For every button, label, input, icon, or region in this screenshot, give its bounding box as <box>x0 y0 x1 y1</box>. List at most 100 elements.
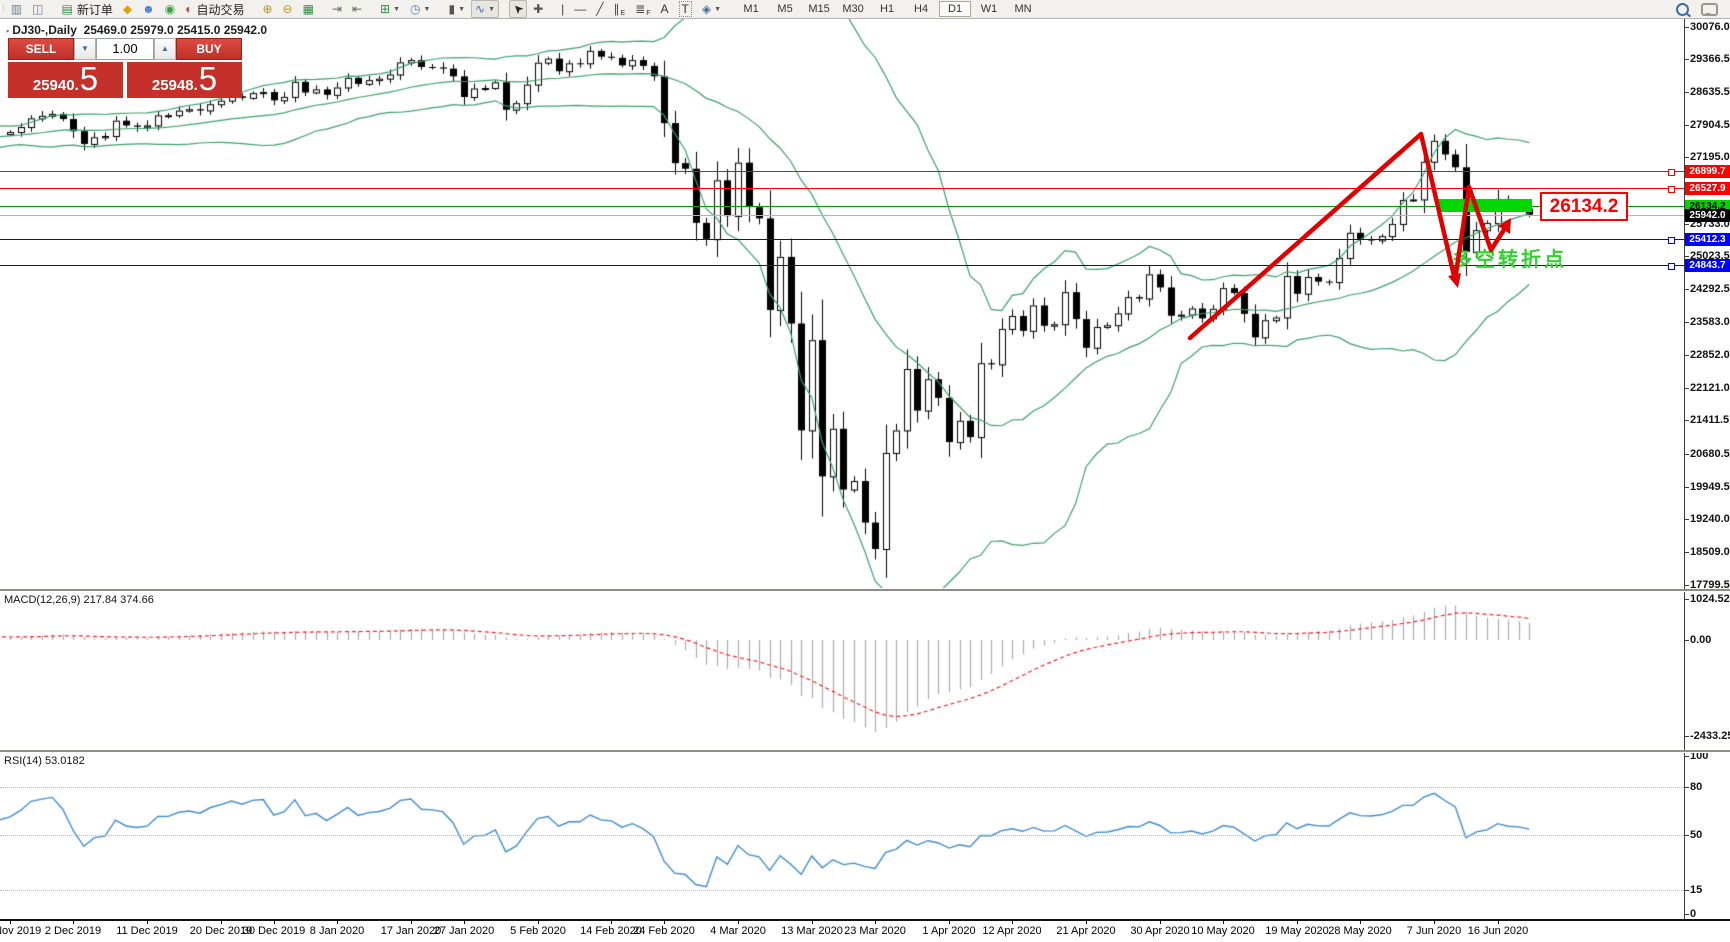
buy-price-panel[interactable]: 25948. 5 <box>127 62 242 98</box>
text-button[interactable]: A <box>657 1 673 17</box>
price-tick-label[interactable]: 20680.5 <box>1690 448 1730 460</box>
line-handle[interactable] <box>1668 263 1675 270</box>
rsi-tick-label[interactable]: 50 <box>1690 829 1703 841</box>
price-tick-label[interactable]: 19949.5 <box>1690 481 1730 493</box>
rsi-tick-label[interactable]: 0 <box>1690 908 1697 920</box>
arrows-button[interactable]: ◈ ▼ <box>698 1 725 17</box>
macd-tick-label[interactable]: -2433.25 <box>1690 730 1730 742</box>
horizontal-line-26134.2[interactable] <box>0 206 1684 207</box>
macd-tick-label[interactable]: 1024.52 <box>1690 593 1730 605</box>
rsi-level-line-15 <box>0 890 1684 891</box>
timeframe-m15-button[interactable]: M15 <box>808 3 830 15</box>
cursor-button[interactable]: ➤ <box>509 0 528 18</box>
price-tick-label[interactable]: 19240.0 <box>1690 513 1730 525</box>
volume-up-button[interactable]: ▲ <box>154 38 176 60</box>
highlight-rectangle-annotation[interactable] <box>1437 199 1532 212</box>
horizontal-line-26899.7[interactable] <box>0 171 1684 172</box>
indicators-button[interactable]: ⊞ ▼ <box>376 1 404 17</box>
horizontal-line-25412.3[interactable] <box>0 239 1684 240</box>
zoom-out-button[interactable]: ⊖ <box>279 1 297 17</box>
price-tick-label[interactable]: 27195.0 <box>1690 151 1730 163</box>
candlestick-chart-button[interactable]: ▮ ▼ <box>444 1 469 17</box>
rsi-tick-label[interactable]: 100 <box>1690 750 1709 762</box>
periods-button[interactable]: ◷ ▼ <box>406 1 434 17</box>
timeframe-mn-button[interactable]: MN <box>1014 3 1032 15</box>
timeframe-w1-button[interactable]: W1 <box>980 3 998 15</box>
price-tick-label[interactable]: 27904.5 <box>1690 119 1730 131</box>
rsi-tick-mark <box>1684 914 1689 915</box>
volume-down-button[interactable]: ▼ <box>74 38 96 60</box>
rsi-panel-divider[interactable] <box>0 750 1730 753</box>
line-chart-icon-dropdown[interactable]: ▼ <box>488 5 496 13</box>
time-axis[interactable] <box>0 919 1730 942</box>
price-tick-label[interactable]: 24292.5 <box>1690 283 1730 295</box>
periods-icon-dropdown[interactable]: ▼ <box>423 5 431 13</box>
turning-point-note-annotation[interactable]: 多空转折点 <box>1452 249 1567 271</box>
macd-tick-label[interactable]: 0.00 <box>1690 634 1712 646</box>
price-tick-label[interactable]: 22121.0 <box>1690 382 1730 394</box>
timeframe-h4-button[interactable]: H4 <box>914 3 929 15</box>
trendline-button[interactable]: ╱ <box>592 1 607 17</box>
horizontal-line-24843.7[interactable] <box>0 265 1684 266</box>
timeframe-d1-button[interactable]: D1 <box>939 1 972 17</box>
crosshair-button[interactable]: ✚ <box>529 1 547 17</box>
price-tick-label[interactable]: 22852.0 <box>1690 349 1730 361</box>
price-tick-label[interactable]: 29366.5 <box>1690 53 1730 65</box>
auto-trading-button[interactable]: ◐ 自动交易 <box>181 1 248 17</box>
line-handle[interactable] <box>1668 186 1675 193</box>
sell-price-panel[interactable]: 25940. 5 <box>8 62 123 98</box>
price-tick-label[interactable]: 18509.0 <box>1690 546 1730 558</box>
date-tick-mark <box>1160 920 1161 924</box>
price-tick-label[interactable]: 28635.5 <box>1690 86 1730 98</box>
depth-of-market-button[interactable]: ◆ <box>119 1 136 17</box>
new-order-button[interactable]: ▤ 新订单 <box>57 1 116 17</box>
signals-button[interactable]: ◉ <box>161 1 179 17</box>
macd-panel-divider[interactable] <box>0 589 1730 592</box>
rsi-tick-label[interactable]: 80 <box>1690 781 1703 793</box>
equidistant-channel-button[interactable]: ∥ E <box>610 1 630 17</box>
timeframe-m1-button[interactable]: M1 <box>743 3 759 15</box>
line-handle[interactable] <box>1668 237 1675 244</box>
date-tick-mark <box>1086 920 1087 924</box>
chart-window-button[interactable]: ▥ <box>7 1 26 17</box>
text-label-button[interactable]: T <box>675 1 696 17</box>
horizontal-line-25942[interactable] <box>0 215 1684 216</box>
date-tick-mark <box>1012 920 1013 924</box>
vertical-line-button[interactable]: | <box>557 1 568 17</box>
timeframe-h1-button[interactable]: H1 <box>880 3 895 15</box>
timeframe-m30-button[interactable]: M30 <box>842 3 864 15</box>
line-chart-button[interactable]: ∿ ▼ <box>471 0 500 18</box>
arrows-icon-dropdown[interactable]: ▼ <box>714 5 722 13</box>
candlestick-chart-icon-dropdown[interactable]: ▼ <box>458 5 466 13</box>
date-label: 30 Dec 2019 <box>242 925 306 937</box>
horizontal-line-26527.9[interactable] <box>0 188 1684 189</box>
buy-button[interactable]: BUY <box>176 38 242 60</box>
rsi-tick-label[interactable]: 15 <box>1690 884 1703 896</box>
search-icon[interactable] <box>1676 2 1689 16</box>
timeframe-m5-button[interactable]: M5 <box>777 3 793 15</box>
price-callout-annotation[interactable]: 26134.2 <box>1540 192 1628 221</box>
data-window-button[interactable]: ◫ <box>28 1 47 17</box>
price-tick-label[interactable]: 30076.0 <box>1690 21 1730 33</box>
auto-scroll-button[interactable]: ⇥ <box>328 1 346 17</box>
chart-state-icon: ▪ <box>6 26 10 36</box>
accounts-button[interactable]: ☻ <box>138 1 159 17</box>
price-tick-label[interactable]: 23583.0 <box>1690 316 1730 328</box>
fibonacci-button[interactable]: ≣ F <box>631 1 654 17</box>
date-label: 23 Mar 2020 <box>844 925 906 937</box>
sell-button[interactable]: SELL <box>8 38 74 60</box>
price-tick-label[interactable]: 17799.5 <box>1690 579 1730 591</box>
volume-input[interactable]: 1.00 <box>96 38 154 60</box>
chat-icon[interactable] <box>1701 2 1718 16</box>
zoom-in-button[interactable]: ⊕ <box>258 1 276 17</box>
indicators-icon-dropdown[interactable]: ▼ <box>393 5 401 13</box>
tile-windows-button[interactable]: ▦ <box>299 1 318 17</box>
date-label: 24 Feb 2020 <box>633 925 695 937</box>
horizontal-line-button[interactable]: — <box>570 1 590 17</box>
price-tick-label[interactable]: 21411.5 <box>1690 414 1730 426</box>
price-tick-mark <box>1684 322 1689 323</box>
line-handle[interactable] <box>1668 169 1675 176</box>
chart-shift-button[interactable]: ⇤ <box>348 1 366 17</box>
